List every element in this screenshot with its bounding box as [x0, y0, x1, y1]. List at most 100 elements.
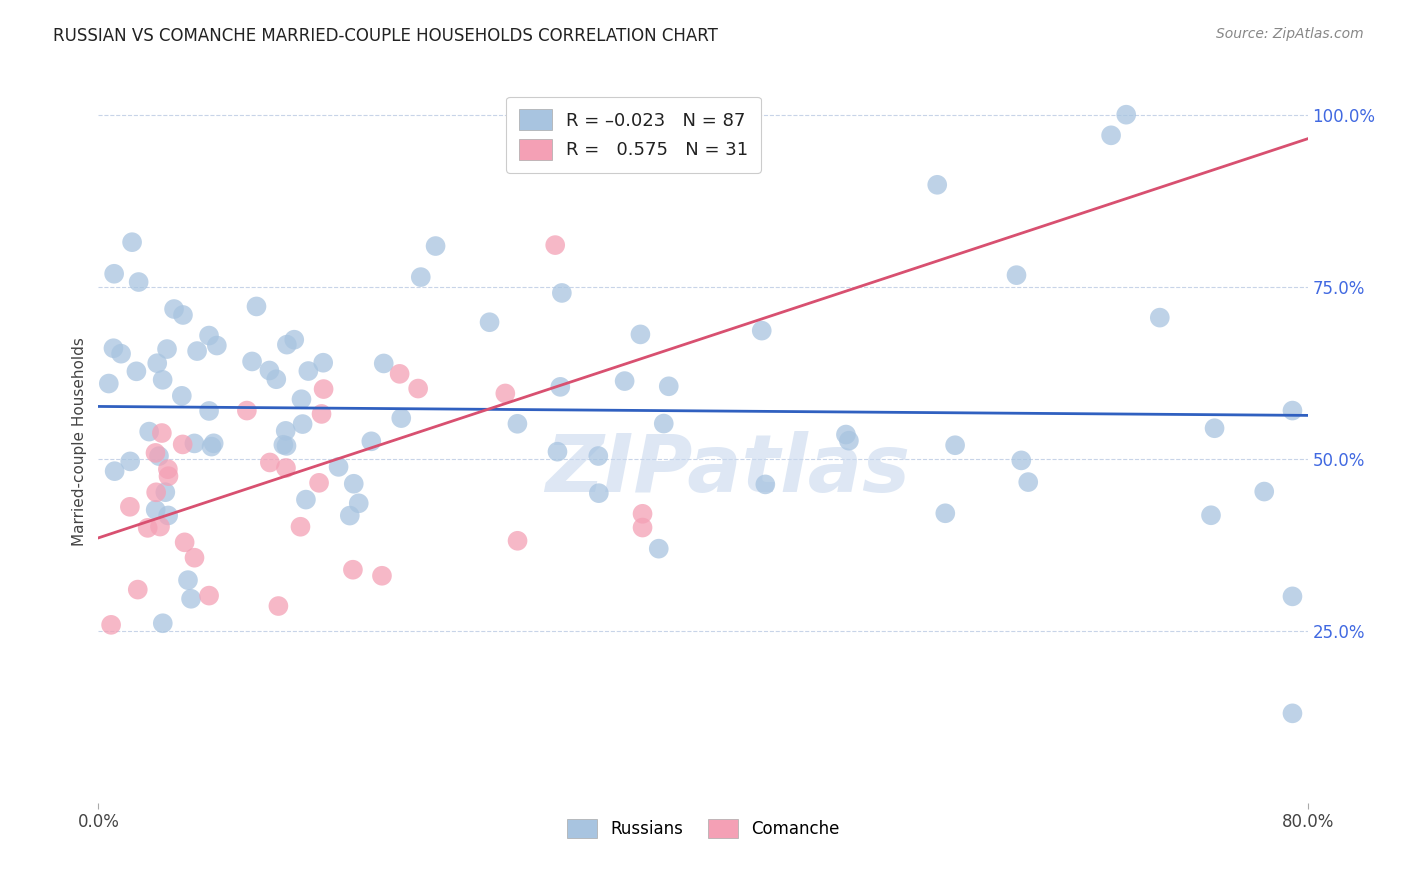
Point	[103, 267, 125, 281]
Point	[290, 392, 312, 407]
Point	[1099, 128, 1122, 143]
Point	[388, 367, 411, 381]
Point	[183, 550, 205, 565]
Point	[172, 308, 194, 322]
Point	[934, 506, 956, 520]
Point	[236, 403, 259, 417]
Point	[631, 520, 654, 534]
Point	[1281, 706, 1303, 721]
Point	[631, 507, 654, 521]
Point	[754, 477, 776, 491]
Point	[163, 301, 186, 316]
Point	[145, 503, 167, 517]
Point	[339, 508, 361, 523]
Point	[266, 372, 288, 386]
Point	[150, 425, 173, 440]
Point	[371, 568, 394, 582]
Point	[198, 404, 221, 418]
Point	[118, 500, 141, 514]
Point	[311, 407, 333, 421]
Point	[276, 337, 298, 351]
Point	[145, 446, 167, 460]
Point	[267, 599, 290, 613]
Point	[927, 178, 949, 192]
Point	[425, 239, 447, 253]
Point	[136, 521, 159, 535]
Point	[1149, 310, 1171, 325]
Point	[1281, 403, 1303, 417]
Point	[551, 285, 574, 300]
Point	[295, 492, 318, 507]
Point	[138, 425, 160, 439]
Point	[328, 459, 350, 474]
Point	[127, 582, 149, 597]
Point	[297, 364, 319, 378]
Point	[202, 436, 225, 450]
Point	[121, 235, 143, 250]
Point	[547, 444, 569, 458]
Point	[186, 344, 208, 359]
Point	[291, 417, 314, 431]
Point	[1253, 484, 1275, 499]
Point	[183, 436, 205, 450]
Point	[120, 454, 142, 468]
Point	[838, 434, 860, 448]
Point	[312, 356, 335, 370]
Point	[180, 591, 202, 606]
Point	[205, 338, 228, 352]
Point	[240, 354, 263, 368]
Point	[343, 476, 366, 491]
Point	[152, 373, 174, 387]
Point	[652, 417, 675, 431]
Point	[835, 427, 858, 442]
Point	[308, 475, 330, 490]
Point	[613, 374, 636, 388]
Point	[389, 411, 412, 425]
Point	[1281, 590, 1303, 604]
Point	[276, 439, 298, 453]
Point	[157, 508, 180, 523]
Point	[200, 440, 222, 454]
Point	[156, 342, 179, 356]
Point	[259, 363, 281, 377]
Point	[506, 533, 529, 548]
Point	[1204, 421, 1226, 435]
Point	[274, 424, 297, 438]
Point	[97, 376, 120, 391]
Point	[148, 449, 170, 463]
Point	[409, 270, 432, 285]
Point	[172, 437, 194, 451]
Point	[100, 617, 122, 632]
Point	[1010, 453, 1032, 467]
Point	[103, 341, 125, 355]
Point	[648, 541, 671, 556]
Point	[544, 238, 567, 252]
Point	[588, 486, 610, 500]
Point	[312, 382, 335, 396]
Legend: Russians, Comanche: Russians, Comanche	[560, 813, 846, 845]
Point	[146, 356, 169, 370]
Point	[478, 315, 501, 329]
Point	[170, 389, 193, 403]
Point	[149, 519, 172, 533]
Point	[198, 589, 221, 603]
Point	[125, 364, 148, 378]
Point	[156, 462, 179, 476]
Point	[110, 346, 132, 360]
Point	[360, 434, 382, 449]
Y-axis label: Married-couple Households: Married-couple Households	[72, 337, 87, 546]
Point	[373, 356, 395, 370]
Point	[406, 382, 429, 396]
Point	[152, 616, 174, 631]
Point	[1199, 508, 1222, 523]
Point	[245, 300, 267, 314]
Point	[104, 464, 127, 478]
Point	[274, 461, 297, 475]
Point	[1017, 475, 1039, 489]
Point	[157, 469, 180, 483]
Point	[173, 535, 195, 549]
Point	[128, 275, 150, 289]
Point	[1005, 268, 1028, 282]
Point	[347, 496, 370, 510]
Point	[155, 485, 177, 500]
